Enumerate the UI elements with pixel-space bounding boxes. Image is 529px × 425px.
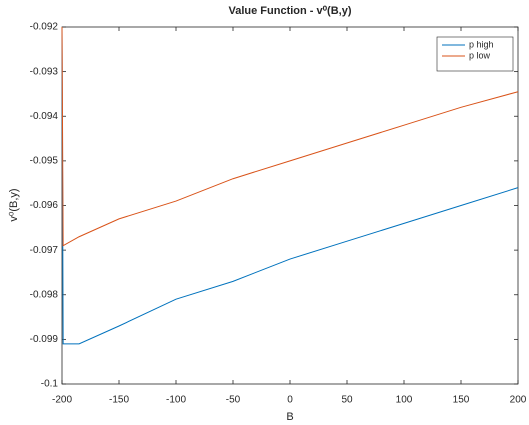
chart-title: Value Function - v⁰(B,y) — [229, 5, 352, 17]
y-tick-label: -0.095 — [30, 156, 59, 167]
series-line — [61, 26, 519, 247]
y-tick-label: -0.096 — [30, 200, 59, 211]
x-tick-label: -150 — [109, 395, 129, 406]
y-axis-label: v⁰(B,y) — [8, 188, 20, 221]
x-tick-label: 0 — [287, 395, 293, 406]
x-tick-label: 50 — [341, 395, 353, 406]
legend-label: p low — [469, 50, 491, 60]
y-tick-label: -0.092 — [30, 22, 59, 33]
x-tick-label: -50 — [226, 395, 241, 406]
y-tick-label: -0.099 — [30, 334, 59, 345]
y-tick-label: -0.093 — [30, 66, 59, 77]
series-line — [61, 26, 519, 345]
y-tick-label: -0.1 — [41, 379, 59, 390]
x-tick-label: -100 — [166, 395, 186, 406]
x-axis-label: B — [286, 411, 293, 423]
plot-area — [61, 26, 519, 385]
y-tick-label: -0.094 — [30, 111, 59, 122]
y-tick-label: -0.098 — [30, 289, 59, 300]
y-tick-label: -0.097 — [30, 245, 59, 256]
x-tick-label: 200 — [510, 395, 527, 406]
x-tick-label: 100 — [396, 395, 413, 406]
x-tick-label: 150 — [453, 395, 470, 406]
legend-box — [436, 36, 514, 72]
x-tick-label: -200 — [52, 395, 72, 406]
legend-label: p high — [469, 39, 494, 49]
